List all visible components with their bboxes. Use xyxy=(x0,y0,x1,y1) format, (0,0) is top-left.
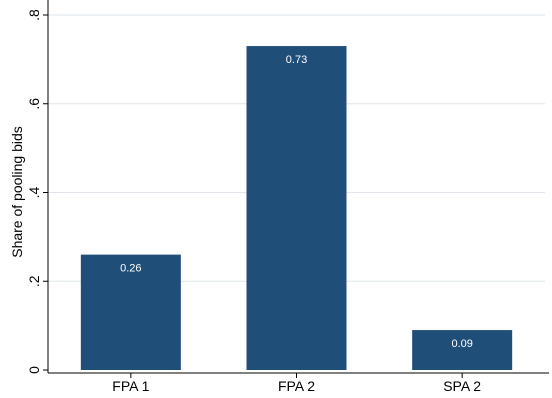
axes xyxy=(47,0,549,374)
bar-fpa-1 xyxy=(80,254,181,370)
bar-value-label: 0.26 xyxy=(120,263,141,275)
x-ticks: FPA 1 FPA 2 SPA 2 xyxy=(112,373,481,394)
bar-value-label: 0.73 xyxy=(286,54,307,66)
y-ticks: 0 .2 .4 .6 .8 xyxy=(26,9,48,374)
bar-spa-2 xyxy=(412,330,513,370)
bar-value-label: 0.09 xyxy=(451,338,472,350)
y-tick-label: 0 xyxy=(26,366,42,374)
x-tick-label: SPA 2 xyxy=(443,378,481,394)
x-tick-label: FPA 1 xyxy=(112,378,149,394)
bars: 0.26 0.73 0.09 xyxy=(80,46,513,370)
y-tick-label: .8 xyxy=(26,9,42,21)
x-tick-label: FPA 2 xyxy=(278,378,315,394)
y-tick-label: .6 xyxy=(26,98,42,110)
y-tick-label: .2 xyxy=(26,275,42,287)
y-tick-label: .4 xyxy=(26,186,42,198)
bar-fpa-2 xyxy=(246,46,347,370)
y-axis-title: Share of pooling bids xyxy=(9,126,25,258)
